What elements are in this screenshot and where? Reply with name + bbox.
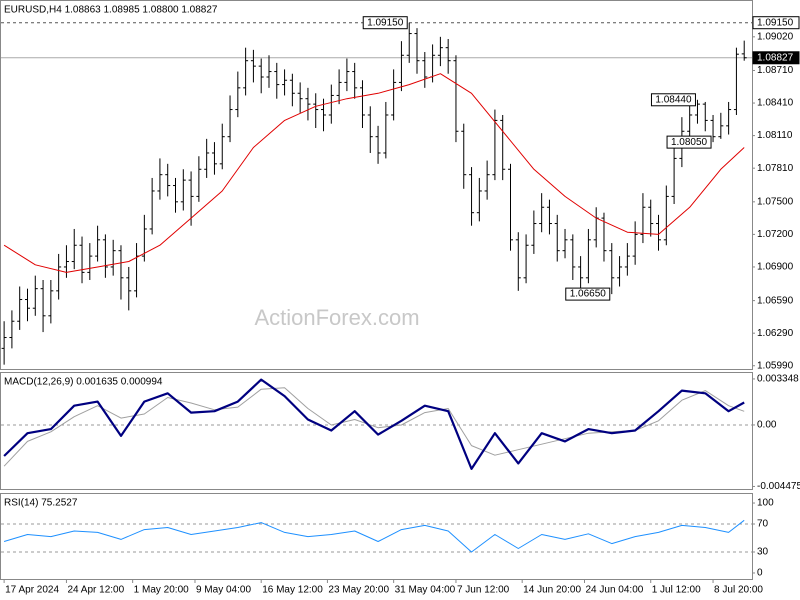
annotation-label: 1.06650 xyxy=(570,289,607,300)
y-tick-label: -0.004475 xyxy=(757,481,800,492)
y-tick-label: 0.00 xyxy=(757,420,777,431)
x-tick-label: 8 Jul 20:00 xyxy=(714,585,763,596)
annotation-box xyxy=(565,287,611,301)
y-tick-label: 100 xyxy=(757,498,774,509)
y-tick-label: 1.07500 xyxy=(757,196,794,207)
annotation-box xyxy=(666,135,712,149)
indicator-line xyxy=(3,378,745,470)
y-tick-label: 70 xyxy=(757,519,769,530)
panel-title: EURUSD,H4 1.08863 1.08985 1.08800 1.0882… xyxy=(4,5,218,16)
y-tick-label: 1.07200 xyxy=(757,229,794,240)
x-tick-label: 16 May 12:00 xyxy=(262,585,323,596)
y-tick-label: 1.06290 xyxy=(757,328,794,339)
annotation-label: 1.08440 xyxy=(655,94,692,105)
indicator-line xyxy=(3,519,745,553)
panel-title: RSI(14) 75.2527 xyxy=(4,498,78,509)
y-tick-label: 1.07810 xyxy=(757,163,794,174)
moving-average xyxy=(3,73,745,273)
y-tick-label: 1.06900 xyxy=(757,262,794,273)
y-tick-label: 30 xyxy=(757,547,769,558)
watermark: ActionForex.com xyxy=(254,305,419,330)
x-tick-label: 1 Jul 12:00 xyxy=(652,585,701,596)
x-tick-label: 31 May 04:00 xyxy=(395,585,456,596)
x-tick-label: 9 May 04:00 xyxy=(196,585,251,596)
price-label: 1.08827 xyxy=(757,52,794,63)
x-tick-label: 24 Jun 04:00 xyxy=(586,585,644,596)
price-label: 1.09150 xyxy=(757,17,794,28)
macd-panel xyxy=(0,372,753,490)
x-tick-label: 7 Jun 12:00 xyxy=(457,585,510,596)
rsi-panel xyxy=(0,493,753,580)
x-tick-label: 23 May 20:00 xyxy=(328,585,389,596)
price-panel xyxy=(0,0,753,370)
x-tick-label: 14 Jun 20:00 xyxy=(523,585,581,596)
y-tick-label: 0.003348 xyxy=(757,374,799,385)
x-tick-label: 1 May 20:00 xyxy=(134,585,189,596)
annotation-label: 1.08050 xyxy=(671,137,708,148)
y-tick-label: 1.08410 xyxy=(757,98,794,109)
annotation-box xyxy=(650,93,696,107)
y-tick-label: 1.08710 xyxy=(757,65,794,76)
annotation-box xyxy=(362,16,408,30)
y-tick-label: 1.06590 xyxy=(757,295,794,306)
panel-title: MACD(12,26,9) 0.001635 0.000994 xyxy=(4,377,163,388)
y-tick-label: 1.09020 xyxy=(757,31,794,42)
price-label-box xyxy=(752,16,800,30)
x-tick-label: 17 Apr 2024 xyxy=(5,585,59,596)
x-tick-label: 24 Apr 12:00 xyxy=(67,585,124,596)
price-label-box xyxy=(752,51,800,65)
y-tick-label: 1.05990 xyxy=(757,360,794,371)
annotation-label: 1.09150 xyxy=(367,17,404,28)
y-tick-label: 1.08110 xyxy=(757,130,793,141)
y-tick-label: 0 xyxy=(757,568,763,579)
